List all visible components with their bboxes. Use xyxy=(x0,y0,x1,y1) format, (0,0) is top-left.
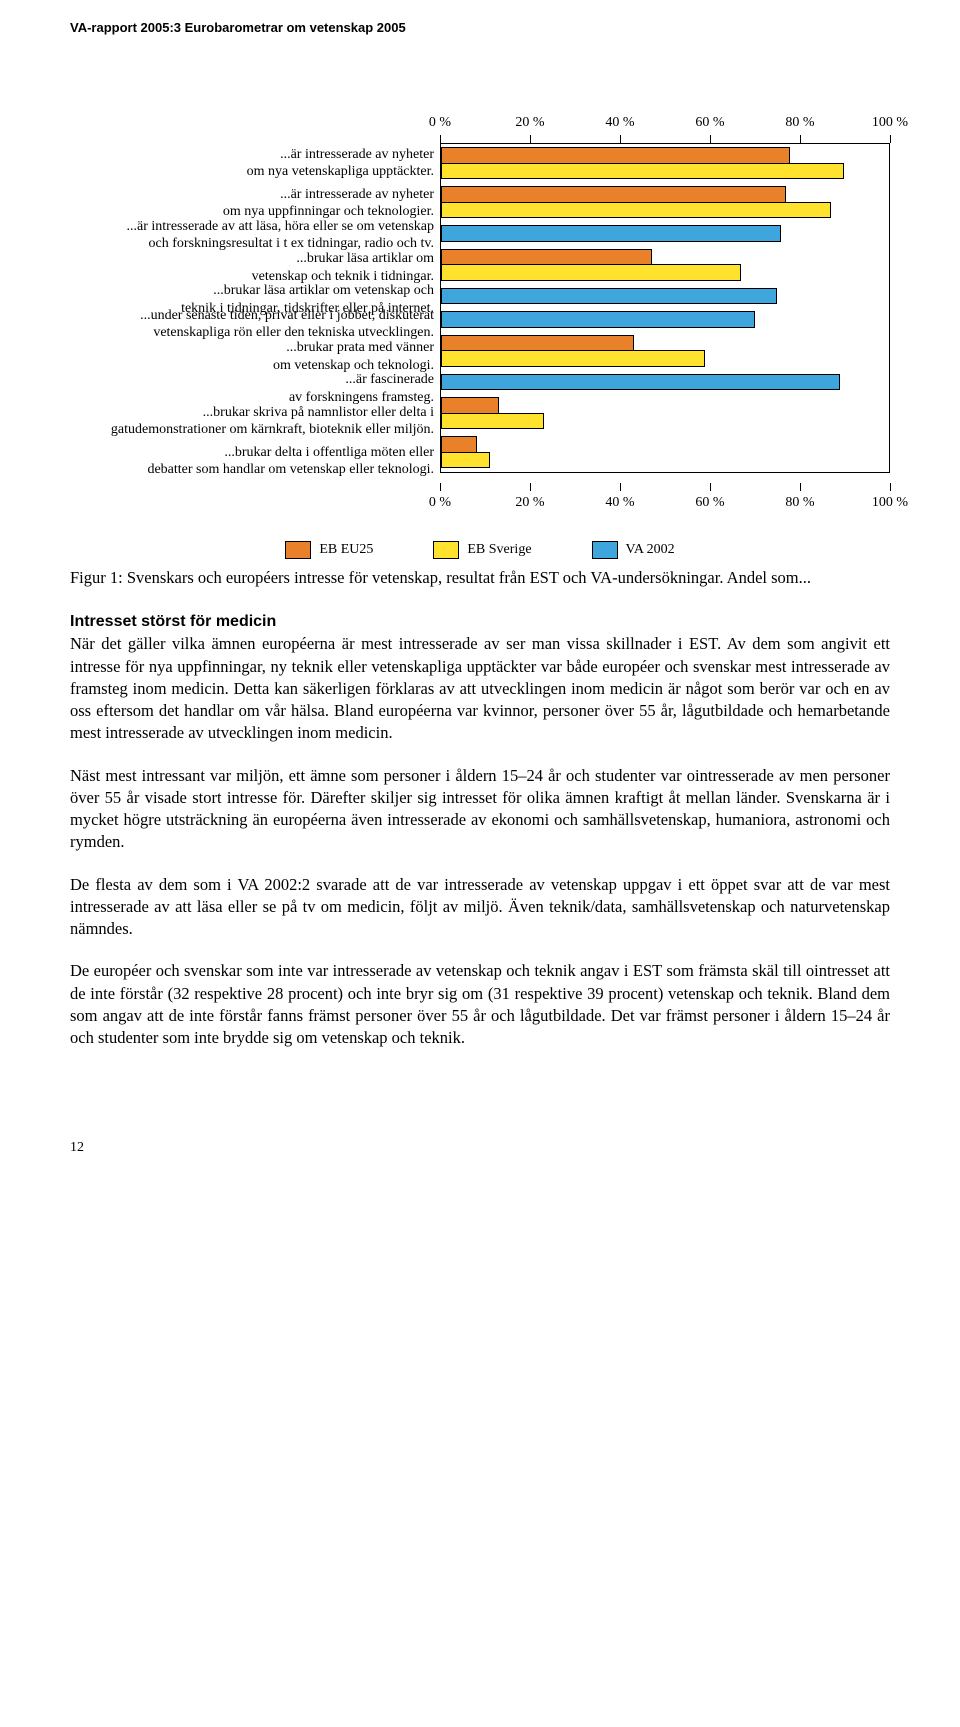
axis-tick-label: 40 % xyxy=(605,495,634,511)
page-number: 12 xyxy=(70,1140,890,1156)
legend-label: EB EU25 xyxy=(319,542,373,558)
axis-tick xyxy=(710,483,711,491)
figure-caption: Figur 1: Svenskars och européers intress… xyxy=(70,567,890,589)
axis-tick xyxy=(710,135,711,143)
chart-legend: EB EU25 EB Sverige VA 2002 xyxy=(70,541,890,559)
axis-tick xyxy=(620,135,621,143)
chart-category-bars xyxy=(441,222,889,246)
axis-tick xyxy=(620,483,621,491)
legend-swatch xyxy=(592,541,618,559)
axis-tick xyxy=(890,483,891,491)
chart-category-bars xyxy=(441,308,889,332)
chart-category-label: ...under senaste tiden, privat eller i j… xyxy=(70,312,434,337)
body-paragraph: Näst mest intressant var miljön, ett ämn… xyxy=(70,765,890,854)
figure-1-chart: 0 %20 %40 %60 %80 %100 % ...är intresser… xyxy=(70,115,890,511)
axis-tick xyxy=(890,135,891,143)
chart-category-bars xyxy=(441,246,889,285)
chart-bar xyxy=(441,436,477,453)
chart-bar xyxy=(441,225,781,242)
chart-category-label: ...är intresserade av nyheter om nya vet… xyxy=(70,143,434,183)
axis-tick xyxy=(800,483,801,491)
chart-category-label: ...är intresserade av att läsa, höra ell… xyxy=(70,223,434,248)
chart-category-label: ...brukar delta i offentliga möten eller… xyxy=(70,441,434,481)
chart-category-bars xyxy=(441,371,889,395)
legend-swatch xyxy=(285,541,311,559)
chart-category-label: ...brukar skriva på namnlistor eller del… xyxy=(70,401,434,441)
chart-axis-top: 0 %20 %40 %60 %80 %100 % xyxy=(70,115,890,143)
chart-category-bars xyxy=(441,394,889,433)
axis-tick-label: 40 % xyxy=(605,115,634,131)
axis-tick-label: 100 % xyxy=(872,115,908,131)
body-paragraph: De européer och svenskar som inte var in… xyxy=(70,960,890,1049)
chart-bar xyxy=(441,202,831,219)
section-heading: Intresset störst för medicin xyxy=(70,613,890,631)
chart-bar xyxy=(441,311,755,328)
legend-item: VA 2002 xyxy=(592,541,675,559)
chart-category-label: ...är fascinerade av forskningens framst… xyxy=(70,377,434,402)
axis-tick-label: 20 % xyxy=(515,115,544,131)
page-header: VA-rapport 2005:3 Eurobarometrar om vete… xyxy=(70,20,890,35)
chart-category-bars xyxy=(441,332,889,371)
chart-bar xyxy=(441,147,790,164)
axis-tick xyxy=(440,483,441,491)
chart-bar xyxy=(441,335,634,352)
chart-bar xyxy=(441,413,544,430)
chart-category-bars xyxy=(441,285,889,309)
chart-bar xyxy=(441,288,777,305)
axis-tick xyxy=(440,135,441,143)
chart-category-bars xyxy=(441,144,889,183)
chart-bar xyxy=(441,163,844,180)
axis-tick xyxy=(530,483,531,491)
chart-category-bars xyxy=(441,183,889,222)
axis-tick-label: 100 % xyxy=(872,495,908,511)
chart-bar xyxy=(441,374,840,391)
axis-tick-label: 60 % xyxy=(695,115,724,131)
axis-tick-label: 0 % xyxy=(429,115,451,131)
axis-tick xyxy=(530,135,531,143)
legend-label: VA 2002 xyxy=(626,542,675,558)
body-paragraph: De flesta av dem som i VA 2002:2 svarade… xyxy=(70,874,890,941)
axis-tick-label: 20 % xyxy=(515,495,544,511)
chart-bar xyxy=(441,350,705,367)
chart-bar xyxy=(441,397,499,414)
axis-tick xyxy=(800,135,801,143)
axis-tick-label: 60 % xyxy=(695,495,724,511)
chart-bar xyxy=(441,264,741,281)
legend-swatch xyxy=(433,541,459,559)
chart-category-bars xyxy=(441,433,889,472)
axis-tick-label: 0 % xyxy=(429,495,451,511)
axis-tick-label: 80 % xyxy=(785,115,814,131)
axis-tick-label: 80 % xyxy=(785,495,814,511)
chart-plot: ...är intresserade av nyheter om nya vet… xyxy=(70,143,890,481)
body-paragraph: När det gäller vilka ämnen européerna är… xyxy=(70,633,890,744)
chart-bar xyxy=(441,249,652,266)
legend-label: EB Sverige xyxy=(467,542,531,558)
legend-item: EB Sverige xyxy=(433,541,531,559)
chart-bar xyxy=(441,452,490,469)
chart-bar xyxy=(441,186,786,203)
legend-item: EB EU25 xyxy=(285,541,373,559)
chart-axis-bottom: 0 %20 %40 %60 %80 %100 % xyxy=(70,483,890,511)
